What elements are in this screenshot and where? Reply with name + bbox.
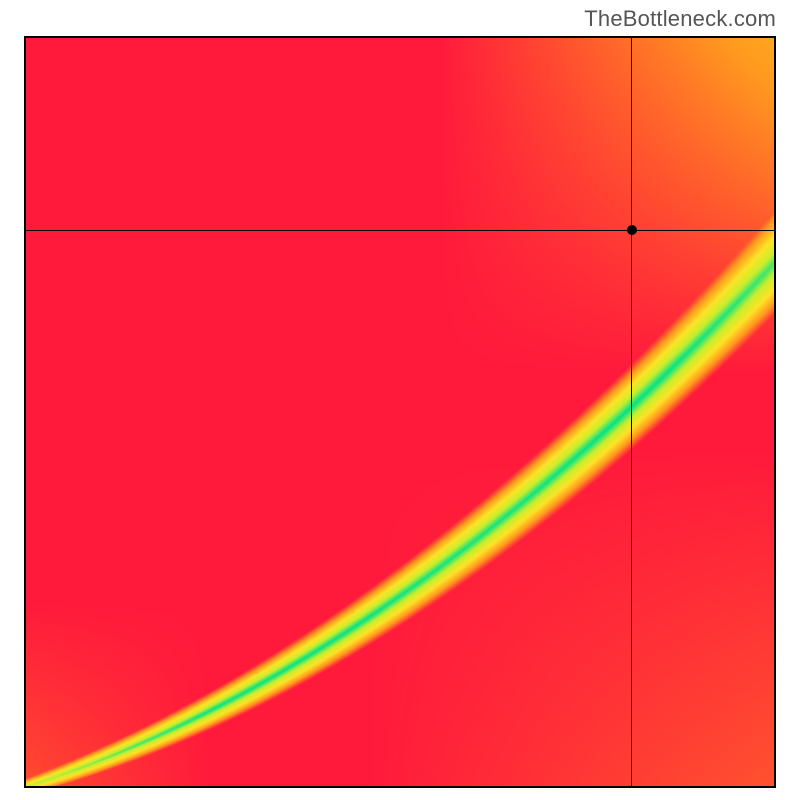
page-container: TheBottleneck.com: [0, 0, 800, 800]
crosshair-vertical: [631, 36, 632, 788]
plot-border: [24, 36, 776, 788]
watermark-text: TheBottleneck.com: [584, 6, 776, 32]
marker-dot: [627, 225, 637, 235]
crosshair-horizontal: [24, 230, 776, 231]
